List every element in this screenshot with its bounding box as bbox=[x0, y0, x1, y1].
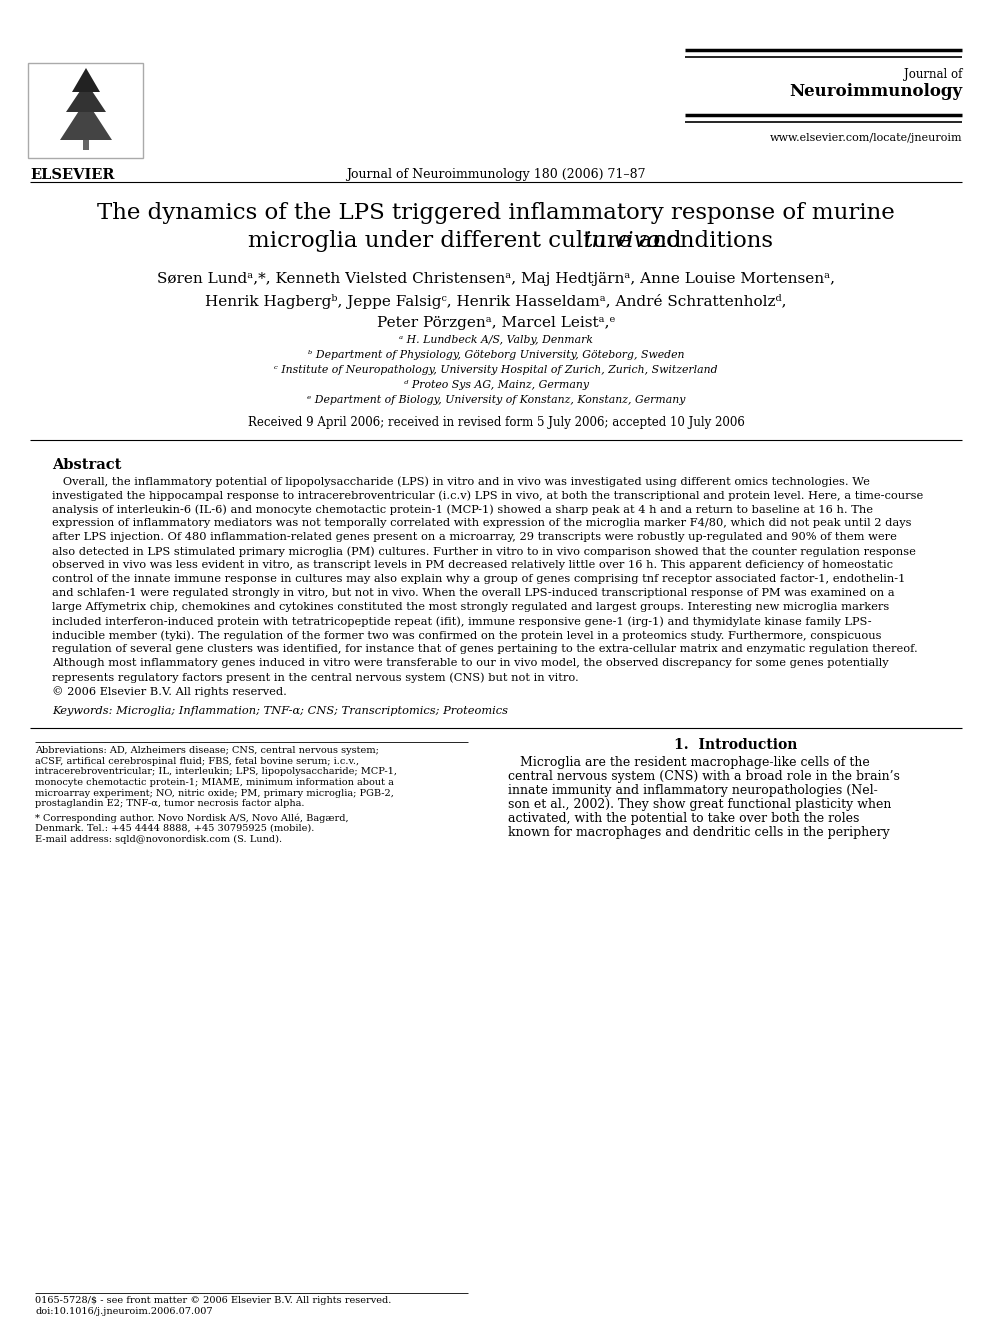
Text: also detected in LPS stimulated primary microglia (PM) cultures. Further in vitr: also detected in LPS stimulated primary … bbox=[52, 546, 916, 557]
Text: Abstract: Abstract bbox=[52, 458, 121, 472]
Text: inducible member (tyki). The regulation of the former two was confirmed on the p: inducible member (tyki). The regulation … bbox=[52, 630, 882, 640]
Text: doi:10.1016/j.jneuroim.2006.07.007: doi:10.1016/j.jneuroim.2006.07.007 bbox=[35, 1307, 212, 1316]
Text: investigated the hippocampal response to intracerebroventricular (i.c.v) LPS in : investigated the hippocampal response to… bbox=[52, 490, 924, 500]
Text: Although most inflammatory genes induced in vitro were transferable to our in vi: Although most inflammatory genes induced… bbox=[52, 658, 889, 668]
Text: Microglia are the resident macrophage-like cells of the: Microglia are the resident macrophage-li… bbox=[508, 755, 870, 769]
Text: intracerebroventricular; IL, interleukin; LPS, lipopolysaccharide; MCP-1,: intracerebroventricular; IL, interleukin… bbox=[35, 767, 397, 777]
Text: included interferon-induced protein with tetratricopeptide repeat (ifit), immune: included interferon-induced protein with… bbox=[52, 617, 872, 627]
Text: innate immunity and inflammatory neuropathologies (Nel-: innate immunity and inflammatory neuropa… bbox=[508, 785, 878, 796]
Text: ᵉ Department of Biology, University of Konstanz, Konstanz, Germany: ᵉ Department of Biology, University of K… bbox=[307, 396, 685, 405]
Text: ᶜ Institute of Neuropathology, University Hospital of Zurich, Zurich, Switzerlan: ᶜ Institute of Neuropathology, Universit… bbox=[274, 365, 718, 374]
Text: regulation of several gene clusters was identified, for instance that of genes p: regulation of several gene clusters was … bbox=[52, 644, 918, 654]
Text: E-mail address: sqld@novonordisk.com (S. Lund).: E-mail address: sqld@novonordisk.com (S.… bbox=[35, 835, 282, 844]
Text: observed in vivo was less evident in vitro, as transcript levels in PM decreased: observed in vivo was less evident in vit… bbox=[52, 560, 893, 570]
Text: prostaglandin E2; TNF-α, tumor necrosis factor alpha.: prostaglandin E2; TNF-α, tumor necrosis … bbox=[35, 799, 305, 808]
Polygon shape bbox=[60, 101, 112, 140]
Text: Overall, the inflammatory potential of lipopolysaccharide (LPS) in vitro and in : Overall, the inflammatory potential of l… bbox=[52, 476, 870, 487]
Text: activated, with the potential to take over both the roles: activated, with the potential to take ov… bbox=[508, 812, 859, 826]
Text: Abbreviations: AD, Alzheimers disease; CNS, central nervous system;: Abbreviations: AD, Alzheimers disease; C… bbox=[35, 746, 379, 755]
Text: control of the innate immune response in cultures may also explain why a group o: control of the innate immune response in… bbox=[52, 574, 906, 583]
Text: known for macrophages and dendritic cells in the periphery: known for macrophages and dendritic cell… bbox=[508, 826, 890, 839]
Text: conditions: conditions bbox=[647, 230, 774, 251]
Text: ᵃ H. Lundbeck A/S, Valby, Denmark: ᵃ H. Lundbeck A/S, Valby, Denmark bbox=[399, 335, 593, 345]
Text: son et al., 2002). They show great functional plasticity when: son et al., 2002). They show great funct… bbox=[508, 798, 892, 811]
Text: * Corresponding author. Novo Nordisk A/S, Novo Allé, Bagærd,: * Corresponding author. Novo Nordisk A/S… bbox=[35, 814, 348, 823]
Text: monocyte chemotactic protein-1; MIAME, minimum information about a: monocyte chemotactic protein-1; MIAME, m… bbox=[35, 778, 394, 787]
Text: in vivo: in vivo bbox=[584, 230, 661, 251]
Text: The dynamics of the LPS triggered inflammatory response of murine: The dynamics of the LPS triggered inflam… bbox=[97, 202, 895, 224]
Text: aCSF, artifical cerebrospinal fluid; FBS, fetal bovine serum; i.c.v.,: aCSF, artifical cerebrospinal fluid; FBS… bbox=[35, 757, 359, 766]
Text: Keywords: Microglia; Inflammation; TNF-α; CNS; Transcriptomics; Proteomics: Keywords: Microglia; Inflammation; TNF-α… bbox=[52, 706, 508, 716]
Text: Søren Lundᵃ,*, Kenneth Vielsted Christensenᵃ, Maj Hedtjärnᵃ, Anne Louise Mortens: Søren Lundᵃ,*, Kenneth Vielsted Christen… bbox=[157, 273, 835, 286]
Text: ᵇ Department of Physiology, Göteborg University, Göteborg, Sweden: ᵇ Department of Physiology, Göteborg Uni… bbox=[308, 351, 684, 360]
Text: central nervous system (CNS) with a broad role in the brain’s: central nervous system (CNS) with a broa… bbox=[508, 770, 900, 783]
Text: © 2006 Elsevier B.V. All rights reserved.: © 2006 Elsevier B.V. All rights reserved… bbox=[52, 687, 287, 697]
Text: Peter Pörzgenᵃ, Marcel Leistᵃ,ᵉ: Peter Pörzgenᵃ, Marcel Leistᵃ,ᵉ bbox=[377, 316, 615, 329]
Bar bbox=[83, 136, 89, 149]
Text: Denmark. Tel.: +45 4444 8888, +45 30795925 (mobile).: Denmark. Tel.: +45 4444 8888, +45 307959… bbox=[35, 824, 314, 833]
Text: large Affymetrix chip, chemokines and cytokines constituted the most strongly re: large Affymetrix chip, chemokines and cy… bbox=[52, 602, 889, 613]
Text: ᵈ Proteo Sys AG, Mainz, Germany: ᵈ Proteo Sys AG, Mainz, Germany bbox=[404, 380, 588, 390]
Text: expression of inflammatory mediators was not temporally correlated with expressi: expression of inflammatory mediators was… bbox=[52, 519, 912, 528]
Text: 0165-5728/$ - see front matter © 2006 Elsevier B.V. All rights reserved.: 0165-5728/$ - see front matter © 2006 El… bbox=[35, 1297, 392, 1304]
Text: microarray experiment; NO, nitric oxide; PM, primary microglia; PGB-2,: microarray experiment; NO, nitric oxide;… bbox=[35, 789, 394, 798]
Text: represents regulatory factors present in the central nervous system (CNS) but no: represents regulatory factors present in… bbox=[52, 672, 578, 683]
Text: www.elsevier.com/locate/jneuroim: www.elsevier.com/locate/jneuroim bbox=[770, 134, 962, 143]
Text: Henrik Hagbergᵇ, Jeppe Falsigᶜ, Henrik Hasseldamᵃ, André Schrattenholzᵈ,: Henrik Hagbergᵇ, Jeppe Falsigᶜ, Henrik H… bbox=[205, 294, 787, 310]
Polygon shape bbox=[72, 67, 100, 93]
Text: after LPS injection. Of 480 inflammation-related genes present on a microarray, : after LPS injection. Of 480 inflammation… bbox=[52, 532, 897, 542]
Text: Journal of: Journal of bbox=[904, 67, 962, 81]
Text: Journal of Neuroimmunology 180 (2006) 71–87: Journal of Neuroimmunology 180 (2006) 71… bbox=[346, 168, 646, 181]
Text: Received 9 April 2006; received in revised form 5 July 2006; accepted 10 July 20: Received 9 April 2006; received in revis… bbox=[248, 415, 744, 429]
Text: ELSEVIER: ELSEVIER bbox=[30, 168, 114, 183]
Text: 1.  Introduction: 1. Introduction bbox=[675, 738, 798, 751]
Text: analysis of interleukin-6 (IL-6) and monocyte chemotactic protein-1 (MCP-1) show: analysis of interleukin-6 (IL-6) and mon… bbox=[52, 504, 873, 515]
Polygon shape bbox=[66, 82, 106, 112]
Text: microglia under different culture and: microglia under different culture and bbox=[248, 230, 689, 251]
FancyBboxPatch shape bbox=[28, 64, 143, 157]
Text: Neuroimmunology: Neuroimmunology bbox=[789, 83, 962, 101]
Text: and schlafen-1 were regulated strongly in vitro, but not in vivo. When the overa: and schlafen-1 were regulated strongly i… bbox=[52, 587, 895, 598]
